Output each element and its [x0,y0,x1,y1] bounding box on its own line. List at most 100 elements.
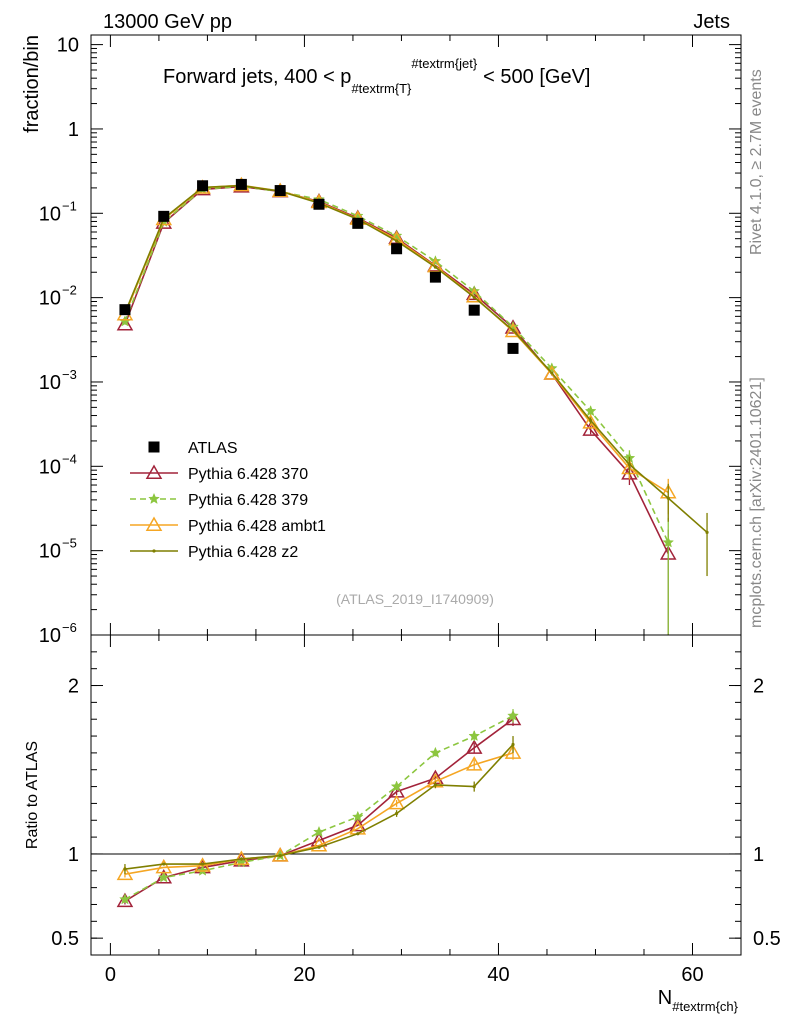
ratio-point-z2 [278,854,282,858]
x-tick-label: 60 [681,964,703,986]
point-atlas [197,180,209,192]
series-line-z2 [124,184,708,533]
x-ticks: 0 20 40 60 [105,35,704,986]
ratio-frame [90,634,742,956]
ratio-series-p379 [119,709,519,905]
ratio-tick-label: 0.5 [51,928,79,950]
header-left: 13000 GeV pp [103,11,232,33]
legend-label-p379: Pythia 6.428 379 [188,492,308,509]
y-tick-label: 1 [68,119,79,141]
ratio-line-ambt1 [124,752,514,875]
point-p370 [155,214,173,229]
point-atlas [313,198,325,210]
ratio-point-z2 [200,862,205,866]
y-tick-label: 10 [39,288,61,310]
legend-label-ambt1: Pythia 6.428 ambt1 [188,518,326,535]
point-atlas [352,217,364,229]
ratio-line-p370 [124,718,514,902]
y-tick-label: 10 [57,35,79,57]
ratio-ylabel: Ratio to ATLAS [24,741,41,849]
point-atlas [391,243,403,255]
ratio-point-p379 [119,893,131,905]
ratio-point-p379 [313,825,325,838]
ratio-y-ticks: 0.5 0.5 1 1 2 2 [51,651,781,950]
point-p370 [116,316,134,331]
point-z2 [666,496,670,500]
ratio-point-ambt1 [310,837,328,852]
legend-marker-z2 [152,549,156,553]
y-tick-label: 10 [39,203,61,225]
legend-label-atlas: ATLAS [188,440,238,457]
point-atlas [429,271,441,283]
ratio-plot-layer [91,709,741,908]
ratio-point-z2 [511,742,515,747]
legend-marker-p379 [148,492,160,504]
x-tick-label: 40 [487,964,509,986]
ratio-point-ambt1 [465,756,483,771]
main-title-sub: #textrm{T} [351,81,412,96]
point-z2 [705,530,709,534]
ratio-point-z2 [472,784,476,789]
legend-item-atlas: ATLAS [148,440,238,457]
point-z2 [589,418,593,423]
point-ambt1 [465,288,483,303]
ratio-point-p379 [429,746,442,758]
point-atlas [274,185,286,197]
ratio-tick-label: 2 [68,676,79,698]
ratio-line-p379 [124,715,514,901]
point-ambt1 [582,414,599,429]
ratio-point-z2 [239,857,243,861]
ratio-point-ambt1 [116,865,134,881]
point-p379 [390,229,403,241]
main-title-suffix: < 500 [GeV] [483,66,590,88]
point-atlas [158,210,170,222]
main-ylabel: fraction/bin [21,35,43,133]
legend-item-p379: Pythia 6.428 379 [130,492,308,509]
ratio-point-p370 [349,816,367,832]
ratio-point-p370 [116,892,134,908]
y-tick-label: 10 [39,456,61,478]
legend-item-ambt1: Pythia 6.428 ambt1 [130,516,326,535]
point-atlas [507,342,519,354]
point-atlas [119,304,131,316]
legend-label-z2: Pythia 6.428 z2 [188,544,298,561]
ratio-tick-label-right: 1 [753,844,764,866]
series-atlas [119,178,519,354]
ratio-point-ambt1 [155,858,173,874]
point-z2 [394,239,399,243]
ratio-point-z2 [123,867,127,871]
point-atlas [235,178,247,190]
point-z2 [511,328,515,332]
ratio-point-ambt1 [504,744,522,759]
x-tick-label: 0 [105,964,116,986]
y-tick-exponent: −4 [62,451,77,466]
point-p379 [662,536,675,548]
main-title-prefix: Forward jets, 400 < p [163,66,351,88]
ratio-point-p379 [390,780,403,792]
ratio-panel: 0.5 0.5 1 1 2 2 Ratio to ATLAS [24,634,781,956]
ratio-point-z2 [356,832,360,836]
ratio-point-p379 [157,871,170,883]
x-label-sub: #textrm{ch} [672,999,738,1014]
ratio-point-p370 [465,739,483,754]
point-z2 [433,265,438,269]
main-plot-layer [116,176,709,635]
mcplots-label: mcplots.cern.ch [arXiv:2401.10621] [748,377,765,628]
ratio-point-z2 [433,783,438,787]
ratio-tick-label-right: 2 [753,676,764,698]
series-ambt1 [116,176,677,515]
ratio-point-ambt1 [388,794,405,810]
rivet-label: Rivet 4.1.0, ≥ 2.7M events [748,69,765,255]
y-tick-label: 10 [39,372,61,394]
main-title: Forward jets, 400 < p#textrm{T} #textrm{j… [163,56,590,96]
ratio-point-z2 [394,811,399,816]
ratio-tick-label: 1 [68,844,79,866]
header-right: Jets [693,11,730,33]
x-axis-label: N#textrm{ch} [658,987,739,1014]
x-label-main: N [658,987,672,1009]
ratio-point-p379 [351,810,364,822]
y-tick-label: 10 [39,541,61,563]
